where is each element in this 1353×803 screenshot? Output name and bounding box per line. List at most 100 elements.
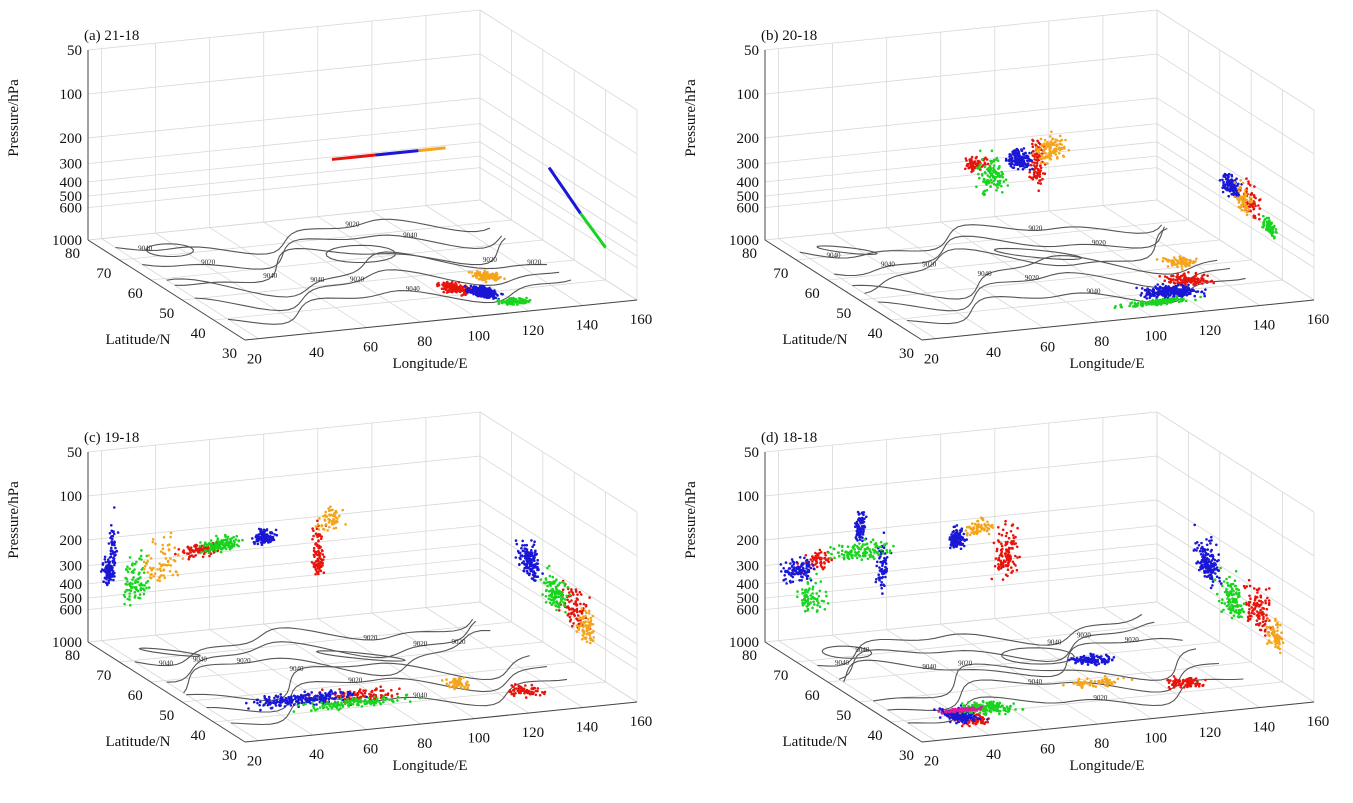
trajectory-point <box>365 695 369 699</box>
trajectory-point <box>313 694 317 698</box>
trajectory-point <box>566 598 569 602</box>
y-tick-label: 60 <box>128 286 143 302</box>
z-tick-label: 300 <box>737 157 760 173</box>
trajectory-point <box>341 705 345 708</box>
trajectory-point <box>463 685 466 689</box>
trajectory-point <box>321 688 324 691</box>
trajectory-point <box>317 546 321 550</box>
trajectory-point <box>1046 154 1049 158</box>
trajectory-point <box>513 300 516 303</box>
panel-title: (a) 21-18 <box>84 28 139 44</box>
trajectory-point <box>559 595 563 598</box>
trajectory-point <box>511 302 515 305</box>
trajectory-point <box>861 533 865 536</box>
trajectory-point <box>230 546 234 549</box>
contour-line <box>228 279 572 325</box>
trajectory-point <box>1248 594 1251 598</box>
trajectory-point <box>468 288 471 292</box>
trajectory-point <box>1245 192 1248 196</box>
trajectory-point <box>304 702 307 705</box>
trajectory-point <box>111 530 115 533</box>
trajectory-point <box>809 558 813 561</box>
trajectory-point <box>505 300 509 303</box>
trajectory-point <box>160 550 163 553</box>
trajectory-point <box>356 703 359 707</box>
trajectory-point <box>457 280 461 284</box>
contour-label: 9040 <box>922 663 937 671</box>
trajectory-point <box>990 149 994 153</box>
trajectory-point <box>988 164 992 168</box>
trajectory-point <box>1202 292 1206 295</box>
trajectory-point <box>1011 534 1015 537</box>
trajectory-point <box>459 681 462 684</box>
trajectory-point <box>187 557 191 561</box>
trajectory-point <box>968 159 972 163</box>
trajectory-point <box>1032 171 1036 174</box>
trajectory-point <box>129 603 132 607</box>
contour-label: 9040 <box>827 252 842 260</box>
trajectory-point <box>1049 142 1053 145</box>
trajectory-point <box>814 559 818 563</box>
trajectory-point <box>992 541 996 545</box>
trajectory-point <box>461 289 465 292</box>
trajectory-point <box>1262 222 1265 226</box>
z-axis-label: Pressure/hPa <box>6 79 22 157</box>
trajectory-point <box>263 694 266 698</box>
trajectory-point <box>298 695 301 699</box>
trajectory-point <box>531 577 535 581</box>
trajectory-point <box>952 546 956 549</box>
trajectory-point <box>437 283 441 287</box>
trajectory-point <box>162 568 166 571</box>
trajectory-point <box>549 584 552 587</box>
trajectory-point <box>793 566 796 569</box>
contour-line <box>843 637 1183 683</box>
trajectory-point <box>294 697 297 700</box>
trajectory-point <box>966 164 969 167</box>
trajectory-point <box>1037 151 1041 155</box>
trajectory-point <box>514 683 517 686</box>
trajectory-point <box>104 566 107 570</box>
trajectory-point <box>1239 179 1242 182</box>
trajectory-point <box>326 700 329 704</box>
y-axis-label: Latitude/N <box>783 332 848 348</box>
trajectory-point <box>466 680 469 683</box>
trajectory-point <box>858 512 861 516</box>
trajectory-point <box>812 558 815 561</box>
trajectory-segment <box>579 212 607 249</box>
trajectory-point <box>1250 611 1254 615</box>
trajectory-point <box>992 164 996 167</box>
trajectory-point <box>1249 184 1252 187</box>
trajectory-point <box>560 597 563 601</box>
trajectory-point <box>525 558 528 562</box>
trajectory-point <box>988 175 991 179</box>
trajectory-point <box>784 577 787 581</box>
trajectory-point <box>327 697 331 701</box>
trajectory-point <box>576 614 580 617</box>
trajectory-point <box>1155 292 1158 295</box>
trajectory-point <box>330 702 333 705</box>
trajectory-point <box>1249 597 1252 600</box>
trajectory-point <box>1155 258 1159 261</box>
trajectory-point <box>1006 568 1010 571</box>
trajectory-point <box>955 542 959 546</box>
trajectory-point <box>469 284 473 288</box>
trajectory-point <box>341 695 344 699</box>
trajectory-point <box>153 572 157 575</box>
trajectory-point <box>1054 153 1057 156</box>
trajectory-point <box>1183 280 1186 283</box>
trajectory-point <box>148 576 152 579</box>
trajectory-point <box>561 581 564 584</box>
trajectory-point <box>1151 289 1154 293</box>
trajectory-point <box>884 557 887 561</box>
trajectory-point <box>1262 226 1265 229</box>
trajectory-point <box>288 699 292 702</box>
trajectory-point <box>981 721 984 724</box>
trajectory-point <box>780 570 783 573</box>
contour-line <box>183 630 491 694</box>
trajectory-point <box>259 708 262 712</box>
trajectory-point <box>558 601 562 604</box>
trajectory-point <box>1197 685 1201 688</box>
trajectory-point <box>1037 181 1040 185</box>
trajectory-point <box>547 564 551 568</box>
trajectory-point <box>323 519 327 522</box>
